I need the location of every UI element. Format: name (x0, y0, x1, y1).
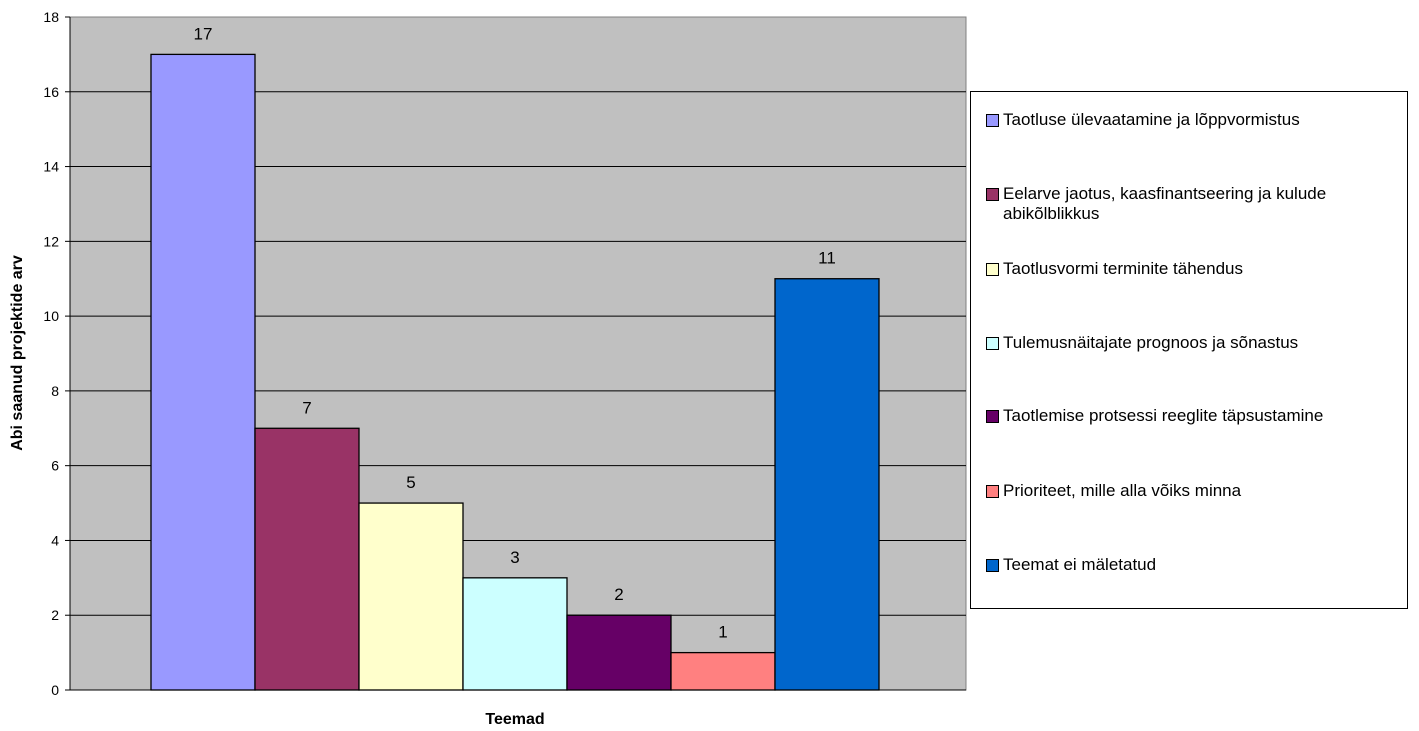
y-tick-label: 0 (51, 682, 59, 698)
legend-item: Taotluse ülevaatamine ja lõppvormistus (986, 110, 1401, 130)
legend-swatch (986, 337, 999, 350)
data-label: 11 (818, 249, 836, 268)
legend-label: Tulemusnäitajate prognoos ja sõnastus (1003, 333, 1299, 352)
legend-label: Taotlusvormi terminite tähendus (1003, 259, 1244, 278)
bar (358, 502, 464, 691)
data-label: 2 (614, 585, 623, 604)
legend-item: Taotlemise protsessi reeglite täpsustami… (986, 406, 1401, 426)
y-tick-label: 6 (51, 458, 59, 474)
data-label: 7 (302, 398, 311, 417)
y-tick-label: 12 (43, 233, 59, 249)
y-tick-label: 14 (43, 159, 59, 175)
y-tick-label: 4 (51, 532, 59, 548)
legend-label: Taotlemise protsessi reeglite täpsustami… (1003, 406, 1324, 425)
bar (566, 614, 672, 691)
x-axis-title: Teemad (485, 711, 544, 728)
legend-label: Teemat ei mäletatud (1003, 555, 1157, 574)
data-label: 3 (510, 548, 519, 567)
y-tick-label: 10 (43, 308, 59, 324)
y-tick-label: 18 (43, 9, 59, 25)
y-tick-label: 2 (51, 607, 59, 623)
bar (670, 651, 776, 691)
bar (774, 278, 880, 691)
legend-swatch (986, 188, 999, 201)
legend-swatch (986, 114, 999, 127)
bars (150, 53, 880, 691)
y-tick-label: 16 (43, 84, 59, 100)
legend-item: Tulemusnäitajate prognoos ja sõnastus (986, 333, 1401, 353)
legend-label: Taotluse ülevaatamine ja lõppvormistus (1003, 110, 1300, 129)
legend-item: Prioriteet, mille alla võiks minna (986, 481, 1401, 501)
data-label: 17 (194, 24, 213, 43)
legend-label: Prioriteet, mille alla võiks minna (1003, 481, 1242, 500)
legend-item: Teemat ei mäletatud (986, 555, 1401, 575)
bar (150, 53, 256, 691)
legend-item: Taotlusvormi terminite tähendus (986, 259, 1401, 279)
legend: Taotluse ülevaatamine ja lõppvormistus Ee… (970, 91, 1408, 609)
data-label: 1 (718, 623, 727, 642)
bar (254, 427, 360, 691)
legend-label: Eelarve jaotus, kaasfinantseering ja kul… (1003, 184, 1327, 223)
legend-item: Eelarve jaotus, kaasfinantseering ja kul… (986, 184, 1401, 224)
bar (462, 577, 568, 691)
legend-swatch (986, 263, 999, 276)
legend-swatch (986, 410, 999, 423)
data-label: 5 (406, 473, 415, 492)
y-axis-title: Abi saanud projektide arv (9, 255, 26, 451)
legend-swatch (986, 485, 999, 498)
legend-swatch (986, 559, 999, 572)
y-tick-label: 8 (51, 383, 59, 399)
